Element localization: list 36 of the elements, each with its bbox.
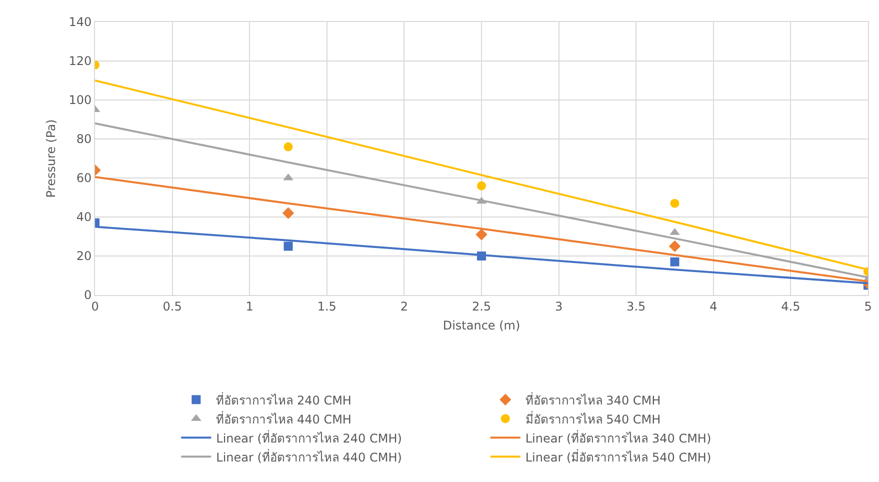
- x-tick-label: 4.5: [781, 299, 800, 314]
- y-tick-label: 80: [76, 132, 92, 146]
- y-tick-label: 140: [68, 15, 92, 30]
- x-tick-label: 0.5: [162, 299, 182, 314]
- x-tick-label: 4: [710, 299, 718, 314]
- x-tick-label: 3.5: [626, 299, 646, 314]
- point: [284, 242, 293, 251]
- point: [668, 240, 681, 252]
- point: [284, 142, 293, 152]
- point: [476, 228, 488, 240]
- legend-label: Linear (ที่อัตราการไหล 240 CMH): [216, 429, 402, 446]
- y-tick-label: 0: [84, 288, 92, 302]
- point: [670, 198, 680, 208]
- legend-label: Linear (มี่อัตราการไหล 540 CMH): [525, 448, 712, 464]
- x-tick-label: 5: [864, 299, 872, 314]
- y-tick-label: 120: [68, 54, 92, 68]
- y-tick-label: 40: [76, 210, 92, 224]
- x-tick-label: 2.5: [472, 299, 492, 314]
- x-tick-label: 2: [400, 299, 408, 314]
- x-axis-title: Distance (m): [442, 318, 520, 332]
- legend-label: ที่อัตราการไหล 440 CMH: [216, 410, 352, 426]
- legend-label: Linear (ที่อัตราการไหล 340 CMH): [525, 429, 712, 446]
- y-tick-label: 100: [68, 93, 92, 108]
- point: [477, 181, 486, 190]
- x-tick-label: 1.5: [317, 299, 336, 314]
- legend-label: มี่อัตราการไหล 540 CMH: [525, 410, 661, 426]
- point: [670, 257, 680, 266]
- legend-label: ที่อัตราการไหล 240 CMH: [216, 391, 352, 408]
- legend-label: ที่อัตราการไหล 340 CMH: [525, 391, 661, 408]
- y-tick-label: 20: [76, 249, 92, 264]
- y-axis-title: Pressure (Pa): [44, 119, 58, 198]
- x-tick-label: 3: [554, 299, 563, 314]
- point: [282, 207, 294, 219]
- y-tick-label: 60: [76, 171, 92, 186]
- x-tick-label: 1: [246, 299, 254, 314]
- legend-label: Linear (ที่อัตราการไหล 440 CMH): [216, 448, 402, 464]
